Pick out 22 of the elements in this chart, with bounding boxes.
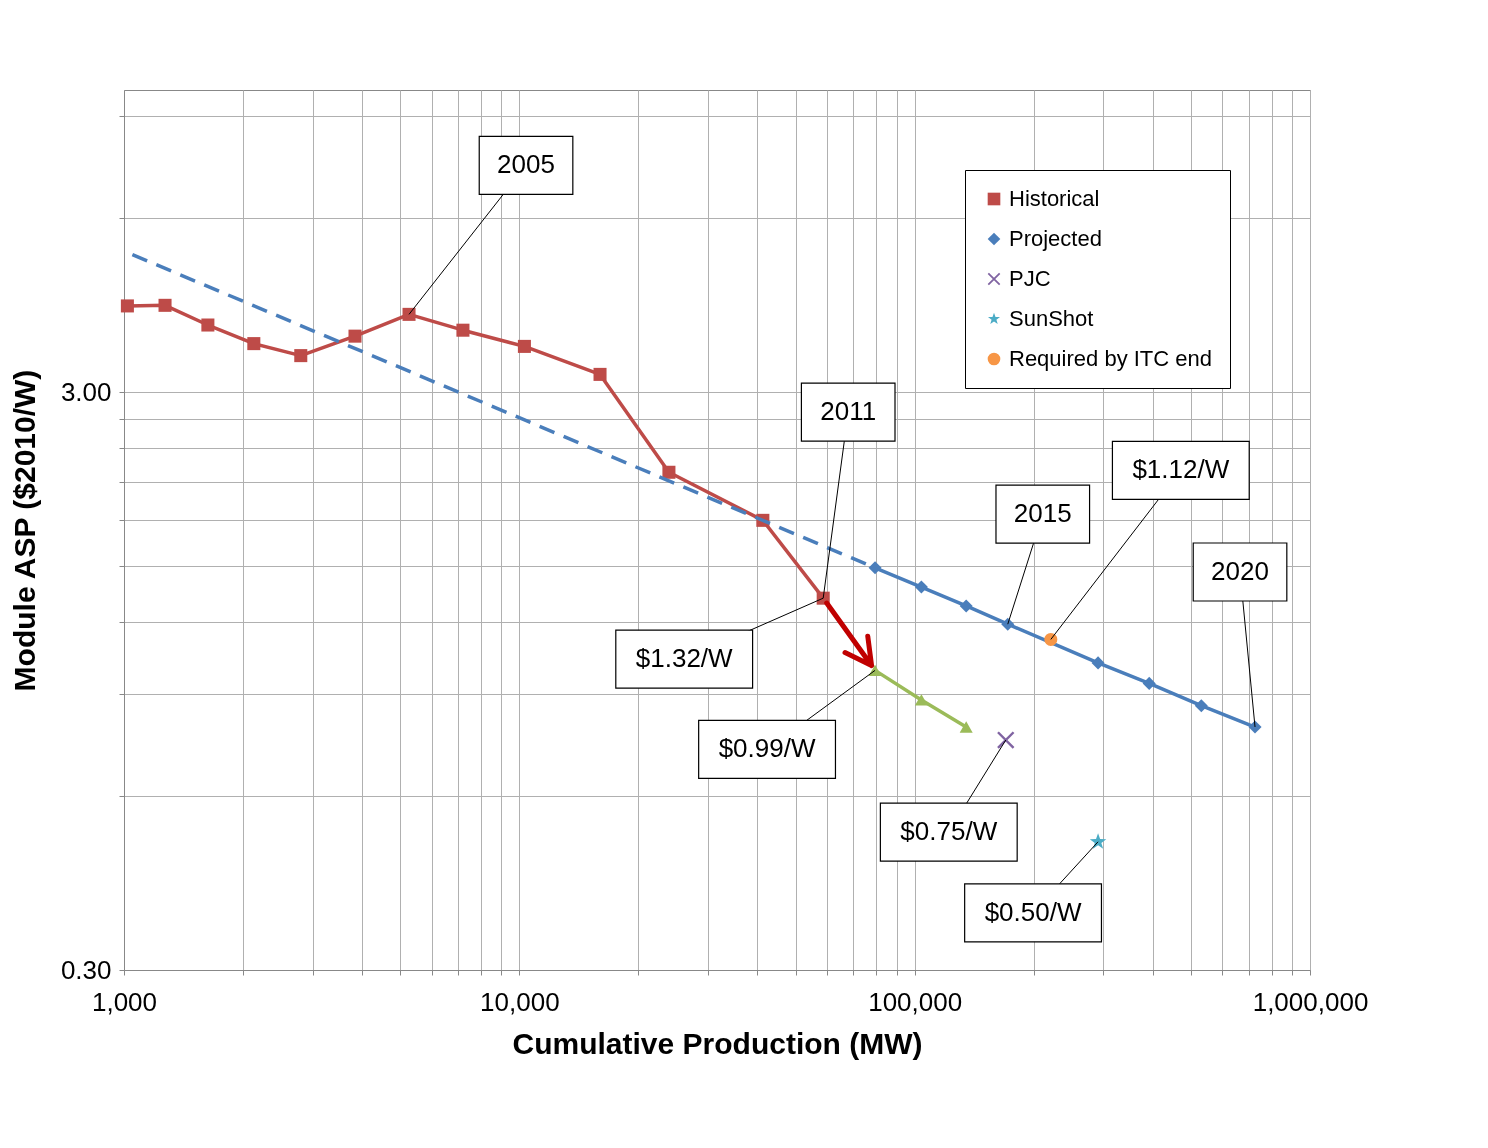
x-tick-label: 100,000 [868, 986, 963, 1017]
annotation: $1.12/W [1132, 454, 1230, 485]
annotation: $0.75/W [900, 816, 998, 847]
legend-label: Required by ITC end [1009, 346, 1212, 371]
annotation: $0.50/W [984, 896, 1082, 927]
annotation: 2005 [497, 149, 555, 180]
y-axis-title: Module ASP ($2010/W) [7, 369, 41, 692]
annotation: $0.99/W [718, 733, 816, 764]
annotation: 2015 [1013, 498, 1072, 529]
x-tick-label: 1,000 [91, 986, 158, 1017]
annotation: 2020 [1211, 556, 1269, 587]
x-tick-label: 10,000 [480, 986, 560, 1017]
annotation: 2011 [820, 396, 877, 427]
y-tick-label: 0.30 [60, 954, 112, 985]
y-tick-label: 3.00 [60, 376, 112, 407]
legend-label: SunShot [1009, 306, 1094, 331]
legend-label: PJC [1009, 266, 1051, 291]
x-tick-label: 1,000,000 [1252, 986, 1369, 1017]
legend-label: Projected [1009, 226, 1102, 251]
legend-label: Historical [1009, 186, 1100, 211]
x-axis-title: Cumulative Production (MW) [512, 1026, 923, 1060]
annotation: $1.32/W [635, 643, 734, 674]
